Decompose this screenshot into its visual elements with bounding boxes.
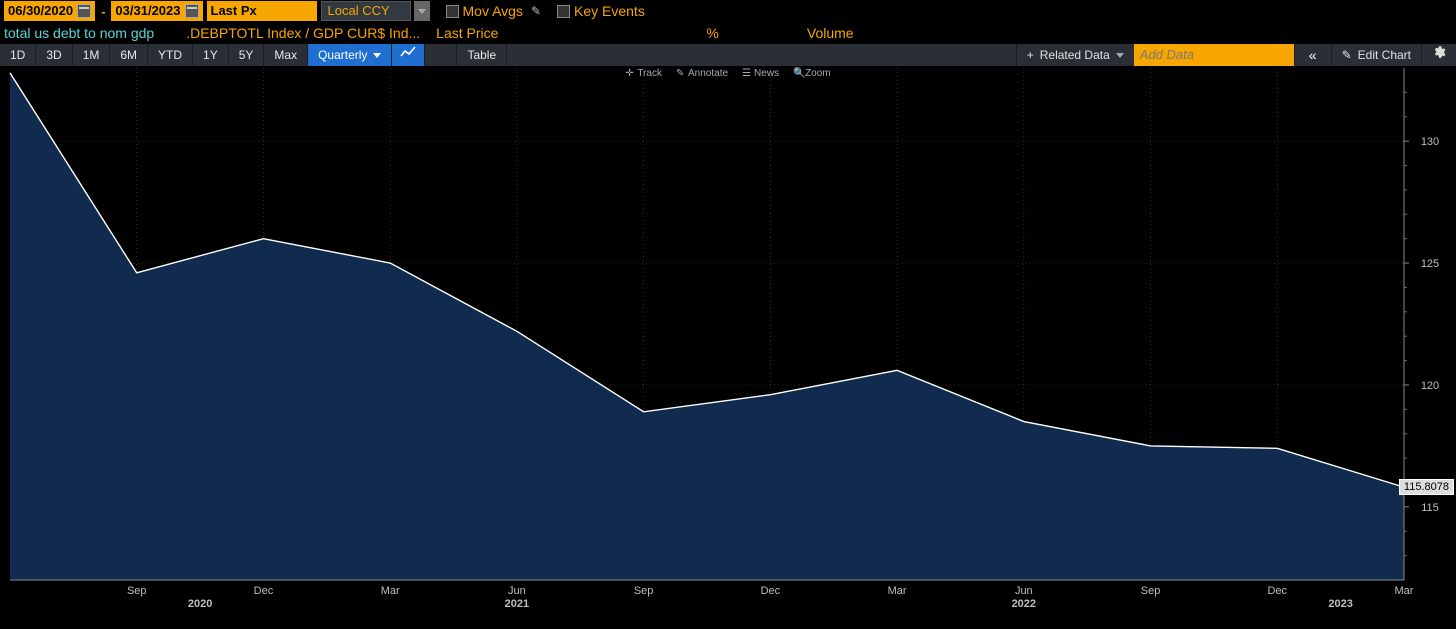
crosshair-icon: ✛ [625, 69, 634, 78]
calendar-icon[interactable] [185, 4, 199, 18]
range-ytd[interactable]: YTD [148, 44, 193, 66]
svg-text:115: 115 [1421, 502, 1439, 514]
ccy-dropdown[interactable]: Local CCY [321, 1, 411, 21]
ccy-value: Local CCY [328, 1, 390, 21]
mov-avgs-checkbox[interactable] [446, 5, 459, 18]
interval-dropdown[interactable]: Quarterly [308, 44, 392, 66]
plus-icon: + [1027, 44, 1034, 66]
key-events-checkbox[interactable] [557, 5, 570, 18]
zoom-icon: 🔍 [793, 69, 802, 78]
chart-area[interactable]: ✛Track ✎Annotate ☰News 🔍Zoom 115 120 125 13… [0, 66, 1456, 629]
gear-icon [1432, 44, 1446, 66]
range-5y[interactable]: 5Y [229, 44, 265, 66]
mov-avgs-label: Mov Avgs [463, 3, 523, 19]
news-tool[interactable]: ☰News [742, 68, 779, 79]
svg-text:Dec: Dec [761, 585, 781, 597]
svg-text:130: 130 [1421, 136, 1439, 148]
svg-text:Jun: Jun [1015, 585, 1033, 597]
range-buttons: 1D3D1M6MYTD1Y5YMax [0, 44, 308, 66]
svg-text:2022: 2022 [1012, 598, 1036, 610]
calendar-icon[interactable] [77, 4, 91, 18]
date-from[interactable]: 06/30/2020 [4, 1, 95, 21]
chart-svg: 115 120 125 130 Sep Dec Mar Jun Sep Dec Mar Jun Sep D… [0, 66, 1456, 629]
svg-text:Dec: Dec [1267, 585, 1287, 597]
svg-text:Jun: Jun [508, 585, 526, 597]
annotate-tool[interactable]: ✎Annotate [676, 68, 728, 79]
range-1m[interactable]: 1M [73, 44, 111, 66]
settings-button[interactable] [1421, 44, 1456, 66]
related-data-dropdown[interactable]: + Related Data [1016, 44, 1134, 66]
volume-label: Volume [807, 25, 854, 41]
svg-text:2023: 2023 [1328, 598, 1352, 610]
svg-text:Sep: Sep [127, 585, 147, 597]
svg-text:2021: 2021 [505, 598, 529, 610]
chevron-down-icon [418, 9, 426, 14]
news-icon: ☰ [742, 69, 751, 78]
date-to[interactable]: 03/31/2023 [111, 1, 202, 21]
chevron-down-icon [1116, 53, 1124, 58]
ticker-label: .DEBPTOTL Index / GDP CUR$ Ind... [186, 25, 420, 41]
pencil-icon: ✎ [676, 69, 685, 78]
chevron-double-left-icon: « [1305, 44, 1321, 66]
series-description: total us debt to nom gdp [4, 25, 154, 41]
pencil-icon: ✎ [1342, 44, 1352, 66]
add-data-input[interactable]: Add Data [1134, 44, 1294, 66]
svg-text:Sep: Sep [1141, 585, 1161, 597]
last-price-tag: 115.8078 [1399, 479, 1454, 495]
field-dropdown[interactable]: Last Px [207, 1, 317, 21]
key-events-label: Key Events [574, 3, 645, 19]
related-data-label: Related Data [1040, 44, 1110, 66]
svg-text:125: 125 [1421, 258, 1439, 270]
info-bar: total us debt to nom gdp .DEBPTOTL Index… [0, 22, 1456, 44]
pencil-icon[interactable]: ✎ [531, 4, 541, 18]
zoom-tool[interactable]: 🔍Zoom [793, 68, 831, 79]
range-6m[interactable]: 6M [110, 44, 148, 66]
last-price-label: Last Price [436, 25, 498, 41]
chart-type-button[interactable] [392, 44, 425, 66]
svg-text:Mar: Mar [888, 585, 907, 597]
svg-text:Mar: Mar [381, 585, 400, 597]
chart-mini-toolbar: ✛Track ✎Annotate ☰News 🔍Zoom [619, 66, 836, 81]
edit-chart-label: Edit Chart [1358, 44, 1411, 66]
edit-chart-button[interactable]: ✎ Edit Chart [1331, 44, 1421, 66]
table-button[interactable]: Table [457, 44, 507, 66]
chevron-down-icon [373, 53, 381, 58]
track-tool[interactable]: ✛Track [625, 68, 662, 79]
range-1y[interactable]: 1Y [193, 44, 229, 66]
date-control-bar: 06/30/2020 - 03/31/2023 Last Px Local CC… [0, 0, 1456, 22]
svg-text:Dec: Dec [254, 585, 274, 597]
line-chart-icon [400, 45, 416, 59]
pct-label: % [706, 25, 718, 41]
svg-text:Sep: Sep [634, 585, 654, 597]
date-from-value: 06/30/2020 [8, 1, 73, 21]
svg-text:120: 120 [1421, 380, 1439, 392]
collapse-button[interactable]: « [1294, 44, 1331, 66]
field-value: Last Px [211, 1, 257, 21]
range-3d[interactable]: 3D [36, 44, 72, 66]
date-to-value: 03/31/2023 [115, 1, 180, 21]
svg-text:2020: 2020 [188, 598, 212, 610]
ccy-caret[interactable] [414, 1, 430, 21]
range-max[interactable]: Max [264, 44, 308, 66]
svg-text:Mar: Mar [1395, 585, 1414, 597]
range-toolbar: 1D3D1M6MYTD1Y5YMax Quarterly Table + Rel… [0, 44, 1456, 66]
interval-value: Quarterly [318, 44, 367, 66]
date-dash: - [99, 4, 107, 19]
range-1d[interactable]: 1D [0, 44, 36, 66]
